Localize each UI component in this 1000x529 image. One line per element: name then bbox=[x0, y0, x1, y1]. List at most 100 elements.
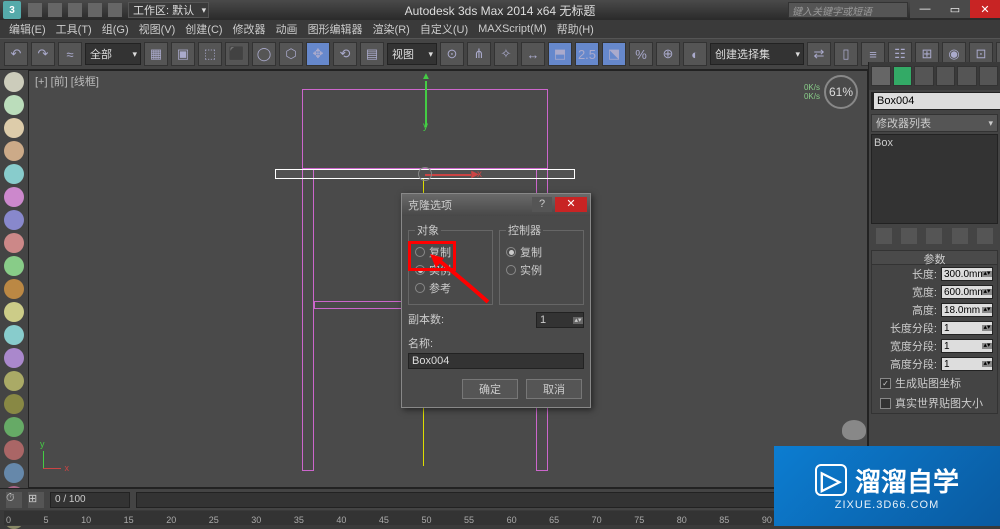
left-tool-icon[interactable] bbox=[4, 95, 24, 115]
qat-btn[interactable] bbox=[88, 3, 102, 17]
left-tool-icon[interactable] bbox=[4, 440, 24, 460]
length-spinner[interactable]: 300.0mm bbox=[941, 267, 993, 281]
help-search[interactable]: 键入关键字或短语 bbox=[788, 2, 908, 18]
menu-item[interactable]: 组(G) bbox=[97, 21, 134, 37]
left-tool-icon[interactable] bbox=[4, 210, 24, 230]
scrub-bar[interactable] bbox=[136, 492, 862, 508]
config-icon[interactable] bbox=[977, 228, 993, 244]
copies-spinner[interactable]: 1 bbox=[536, 312, 584, 328]
rotate-icon[interactable]: ⟲ bbox=[333, 42, 357, 66]
menu-item[interactable]: 自定义(U) bbox=[415, 21, 473, 37]
menu-item[interactable]: 图形编辑器 bbox=[303, 21, 368, 37]
wseg-spinner[interactable]: 1 bbox=[941, 339, 993, 353]
link-icon[interactable]: ≈ bbox=[58, 42, 82, 66]
left-tool-icon[interactable] bbox=[4, 118, 24, 138]
radio-ctrl-copy[interactable]: 复制 bbox=[506, 244, 577, 260]
dialog-help-button[interactable]: ? bbox=[532, 197, 552, 212]
left-tool-icon[interactable] bbox=[4, 417, 24, 437]
select-icon[interactable]: ⬛ bbox=[225, 42, 249, 66]
tool-icon[interactable]: ✧ bbox=[494, 42, 518, 66]
modifier-list-dropdown[interactable]: 修改器列表 bbox=[871, 114, 998, 132]
center-icon[interactable]: ⊙ bbox=[440, 42, 464, 66]
time-config-icon[interactable]: ⏱ bbox=[6, 492, 22, 508]
refcoord-dropdown[interactable]: 视图 bbox=[387, 43, 437, 65]
cancel-button[interactable]: 取消 bbox=[526, 379, 582, 399]
hierarchy-tab-icon[interactable] bbox=[914, 66, 934, 86]
left-tool-icon[interactable] bbox=[4, 164, 24, 184]
left-tool-icon[interactable] bbox=[4, 233, 24, 253]
tool-icon[interactable]: ◐ bbox=[683, 42, 707, 66]
left-tool-icon[interactable] bbox=[4, 141, 24, 161]
left-tool-icon[interactable] bbox=[4, 279, 24, 299]
height-spinner[interactable]: 18.0mm bbox=[941, 303, 993, 317]
left-tool-icon[interactable] bbox=[4, 256, 24, 276]
percent-icon[interactable]: % bbox=[629, 42, 653, 66]
redo-icon[interactable]: ↷ bbox=[31, 42, 55, 66]
mirror-tool-icon[interactable]: ⇄ bbox=[807, 42, 831, 66]
display-tab-icon[interactable] bbox=[957, 66, 977, 86]
pin-stack-icon[interactable] bbox=[876, 228, 892, 244]
ok-button[interactable]: 确定 bbox=[462, 379, 518, 399]
maximize-button[interactable]: ▭ bbox=[940, 0, 970, 18]
close-button[interactable]: ✕ bbox=[970, 0, 1000, 18]
menu-item[interactable]: 编辑(E) bbox=[4, 21, 51, 37]
tool-icon[interactable]: ▦ bbox=[144, 42, 168, 66]
timeline-ruler[interactable]: 0510152025303540455055606570758085909510… bbox=[4, 511, 864, 525]
unique-icon[interactable] bbox=[926, 228, 942, 244]
left-tool-icon[interactable] bbox=[4, 371, 24, 391]
menu-item[interactable]: 渲染(R) bbox=[368, 21, 415, 37]
left-tool-icon[interactable] bbox=[4, 325, 24, 345]
modify-tab-icon[interactable] bbox=[893, 66, 913, 86]
minimize-button[interactable]: — bbox=[910, 0, 940, 18]
left-tool-icon[interactable] bbox=[4, 72, 24, 92]
scale-icon[interactable]: ▤ bbox=[360, 42, 384, 66]
menu-item[interactable]: 创建(C) bbox=[180, 21, 227, 37]
name-input[interactable]: Box004 bbox=[408, 353, 584, 369]
radio-reference[interactable]: 参考 bbox=[415, 280, 486, 296]
menu-item[interactable]: 动画 bbox=[271, 21, 303, 37]
qat-btn[interactable] bbox=[68, 3, 82, 17]
mirror-icon[interactable]: ↔ bbox=[521, 42, 545, 66]
utilities-tab-icon[interactable] bbox=[979, 66, 999, 86]
left-tool-icon[interactable] bbox=[4, 348, 24, 368]
qat-btn[interactable] bbox=[28, 3, 42, 17]
move-icon[interactable]: ✥ bbox=[306, 42, 330, 66]
named-selection-dropdown[interactable]: 创建选择集 bbox=[710, 43, 804, 65]
align-icon[interactable]: ▯ bbox=[834, 42, 858, 66]
key-mode-icon[interactable]: ⊞ bbox=[28, 492, 44, 508]
qat-btn[interactable] bbox=[108, 3, 122, 17]
workspace-dropdown[interactable]: 工作区: 默认 bbox=[128, 2, 209, 18]
width-spinner[interactable]: 600.0mm bbox=[941, 285, 993, 299]
show-end-icon[interactable] bbox=[901, 228, 917, 244]
tool-icon[interactable]: ▣ bbox=[171, 42, 195, 66]
radio-instance[interactable]: 实例 bbox=[415, 262, 486, 278]
remove-mod-icon[interactable] bbox=[952, 228, 968, 244]
object-name-input[interactable] bbox=[873, 92, 1000, 110]
filter-dropdown[interactable]: 全部 bbox=[85, 43, 141, 65]
radio-copy[interactable]: 复制 bbox=[415, 244, 486, 260]
timeline[interactable]: 0510152025303540455055606570758085909510… bbox=[0, 510, 868, 526]
snap-pct-icon[interactable]: ⬔ bbox=[602, 42, 626, 66]
lseg-spinner[interactable]: 1 bbox=[941, 321, 993, 335]
menu-item[interactable]: 修改器 bbox=[228, 21, 271, 37]
qat-btn[interactable] bbox=[48, 3, 62, 17]
modifier-stack[interactable]: Box bbox=[871, 134, 998, 224]
viewport-label[interactable]: [+] [前] [线框] bbox=[35, 73, 99, 89]
left-tool-icon[interactable] bbox=[4, 187, 24, 207]
select-icon[interactable]: ◯ bbox=[252, 42, 276, 66]
left-tool-icon[interactable] bbox=[4, 463, 24, 483]
left-tool-icon[interactable] bbox=[4, 302, 24, 322]
tool-icon[interactable]: ⋔ bbox=[467, 42, 491, 66]
menu-item[interactable]: 工具(T) bbox=[51, 21, 97, 37]
params-header[interactable]: 参数 bbox=[872, 251, 997, 265]
dialog-close-button[interactable]: ✕ bbox=[555, 197, 587, 212]
menu-item[interactable]: MAXScript(M) bbox=[473, 23, 551, 35]
motion-tab-icon[interactable] bbox=[936, 66, 956, 86]
menu-item[interactable]: 帮助(H) bbox=[552, 21, 599, 37]
gen-mapping-checkbox[interactable]: ✓生成贴图坐标 bbox=[872, 373, 997, 393]
select-icon[interactable]: ⬡ bbox=[279, 42, 303, 66]
snap-angle-icon[interactable]: 2.5 bbox=[575, 42, 599, 66]
create-tab-icon[interactable] bbox=[871, 66, 891, 86]
snap-icon[interactable]: ⬒ bbox=[548, 42, 572, 66]
dialog-titlebar[interactable]: 克隆选项 ? ✕ bbox=[402, 194, 590, 216]
